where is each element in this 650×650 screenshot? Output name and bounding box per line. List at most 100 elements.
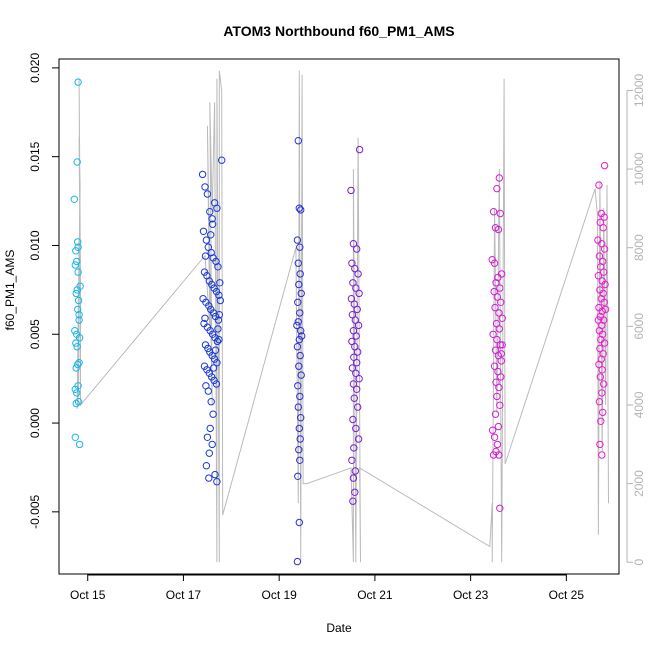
data-point [491,303,499,312]
data-point [214,316,223,324]
data-point [296,456,304,464]
data-point [71,433,80,441]
data-point [213,337,222,346]
data-point [201,183,209,191]
data-point [352,284,360,292]
data-point [207,231,215,239]
data-point [208,220,217,228]
data-point [206,208,214,216]
x-axis-label: Date [326,621,352,635]
x-tick-label: Oct 15 [70,588,106,602]
data-point [201,252,210,260]
data-point [208,215,216,223]
data-point [205,474,213,482]
data-point [74,238,82,246]
data-point [350,444,358,452]
data-point [347,186,355,195]
data-point [294,259,302,267]
data-point [352,424,360,433]
data-point [598,389,606,397]
data-point [209,410,217,418]
data-point [600,298,608,306]
data-point [294,298,302,306]
data-point [494,422,503,431]
y2-tick-label: 2000 [632,470,646,497]
y-tick-label: 0.000 [28,408,42,438]
data-point [296,309,304,317]
data-point [493,392,501,401]
data-point [295,204,303,212]
data-point [490,259,499,267]
data-point [496,341,504,349]
data-point [72,247,80,255]
data-point [600,161,609,170]
data-point [349,497,357,505]
data-point [493,335,501,344]
data-point [600,268,608,276]
data-point [601,280,609,289]
data-point [213,478,221,486]
data-point [297,206,305,214]
data-point [495,325,503,333]
data-point [351,488,359,496]
data-point [206,424,214,433]
data-point [214,263,222,271]
data-point [349,474,358,482]
data-point [595,398,604,406]
data-point [598,451,606,459]
data-point [296,270,304,278]
data-point [354,403,362,411]
data-point [490,287,498,296]
data-point [489,208,498,216]
data-point [293,321,301,330]
data-point [600,245,609,253]
data-point [349,240,358,248]
data-point [213,359,221,367]
data-point [353,359,361,367]
data-point [72,399,80,408]
data-point [294,472,302,480]
data-point [597,417,605,425]
data-point [353,385,361,393]
data-point [297,289,305,298]
data-point [214,325,222,333]
data-point [202,382,210,390]
data-point [215,311,224,319]
x-tick-label: Oct 19 [261,588,297,602]
data-point [493,293,502,301]
data-point [595,360,603,369]
data-point [293,236,302,244]
data-point [205,449,214,457]
data-point [352,332,360,340]
data-point [600,339,609,347]
data-point [596,344,604,353]
data-point [297,414,305,422]
data-point [600,380,608,388]
data-point [74,360,82,369]
y2-tick-label: 10000 [632,152,646,186]
data-point [204,344,212,353]
data-point [348,456,356,464]
data-point [353,245,361,253]
data-point [599,350,607,358]
x-tick-label: Oct 17 [166,588,202,602]
data-point [349,415,357,424]
data-point [294,137,302,145]
data-point [216,296,225,305]
line-layer [76,70,609,563]
y2-tick-label: 4000 [632,391,646,418]
data-point [497,298,505,306]
data-point [354,348,362,356]
data-point [599,224,607,232]
data-point [212,380,221,388]
data-point [215,335,223,344]
data-point [295,424,303,433]
data-point [211,470,219,479]
data-point [599,289,607,298]
data-point [489,330,497,338]
data-point [599,408,607,417]
data-point [600,316,608,324]
data-point [498,341,506,349]
data-point [207,398,215,406]
chart-title: ATOM3 Northbound f60_PM1_AMS [223,23,454,39]
